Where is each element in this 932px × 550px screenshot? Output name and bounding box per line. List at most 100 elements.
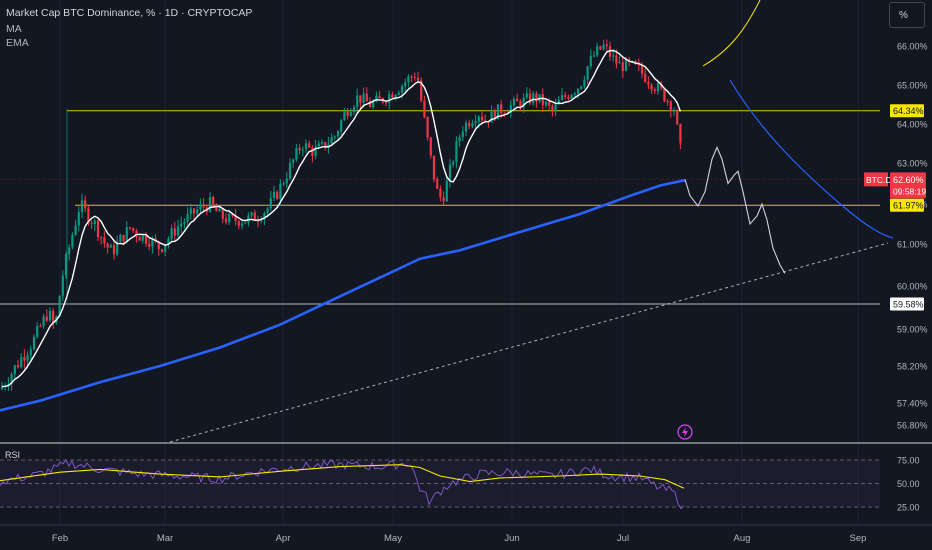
candle-body [176,226,180,236]
candle-body [445,180,448,202]
candle-body [269,197,272,209]
candle-body [551,105,554,111]
candle-body [442,197,445,202]
price-tick-label: 64.00% [897,120,928,130]
candle-body [644,73,647,82]
candle-body [663,88,666,102]
candle-body [272,191,276,198]
candle-body [125,227,128,242]
candle-body [471,123,474,127]
candle-body [128,227,132,229]
time-tick-label: May [384,533,402,544]
ma-indicator-label[interactable]: MA [6,23,22,35]
candle-body [330,137,333,144]
candle-body [292,159,295,163]
candle-body [362,93,365,103]
candle-body [567,96,570,99]
time-tick-label: Jul [617,533,629,544]
candle-body [189,208,192,214]
price-tick-label: 56.80% [897,421,928,431]
candle-body [208,196,212,212]
price-tick-label: 59.00% [897,325,928,335]
candle-body [314,146,317,157]
candle-body [576,88,580,94]
candle-body [61,275,64,296]
candle-body [48,310,52,321]
price-axis: 66.00%65.00%64.00%63.00%62.00%61.00%60.0… [897,42,928,431]
price-tick-label: 60.00% [897,282,928,292]
candle-body [16,365,20,368]
candle-body [586,66,589,80]
candle-body [496,104,500,120]
candle-body [74,225,77,236]
candle-body [327,143,330,149]
candle-body [624,58,628,72]
percent-scale-button[interactable]: % [889,2,925,28]
candle-body [317,143,320,147]
candle-body [541,94,544,106]
candle-body [420,80,423,101]
candle-body [368,101,372,108]
rsi-title: RSI [5,450,20,460]
candle-body [0,386,4,390]
candle-body [96,220,100,237]
countdown-text: 09:58:19 [893,186,926,196]
candle-body [228,213,231,223]
candle-body [218,209,221,212]
level-badge [890,198,924,212]
candle-body [10,374,13,385]
candle-body [554,104,557,111]
candle-body [359,95,362,103]
candle-body [285,178,288,184]
candle-body [394,94,397,99]
ema-indicator-label[interactable]: EMA [6,37,29,49]
candle-body [36,325,39,337]
candle-body [279,183,282,199]
candle-body [528,93,532,104]
candle-body [106,243,109,248]
candle-body [84,200,87,209]
last-price-badge [890,172,926,199]
level-badge [890,104,924,118]
candle-body [647,81,650,85]
candle-body [557,100,560,105]
candle-body [224,218,228,223]
candle-body [64,254,68,276]
candle-body [538,94,541,102]
candle-body [404,82,407,87]
candle-body [512,98,516,106]
projection-path [684,146,786,274]
candle-body [448,164,452,181]
candle-body [650,84,653,90]
candle-body [391,94,394,99]
rsi-tick-label: 25.00 [897,503,920,513]
lightning-glyph [682,427,688,437]
candle-body [599,46,602,50]
candle-body [378,95,381,99]
price-tick-label: 57.40% [897,399,928,409]
candle-body [602,44,605,50]
candle-body [474,121,477,124]
candle-body [679,124,682,144]
candle-body [490,109,493,123]
candle-body [352,107,356,113]
candle-body [400,86,404,93]
candle-body [308,143,311,148]
candle-body [612,55,615,57]
candle-body [109,245,112,248]
candle-body [618,62,621,64]
candle-body [666,101,669,103]
candle-body [116,241,119,255]
candle-body [468,122,471,127]
candle-body [221,209,224,219]
candle-body [410,76,413,78]
candle-body [240,223,244,226]
candle-body [250,212,253,216]
candle-body [247,215,250,223]
candle-body [301,149,304,151]
candle-body [436,178,439,189]
candle-body [660,83,663,89]
candle-body [148,243,151,247]
candle-body [423,100,426,118]
